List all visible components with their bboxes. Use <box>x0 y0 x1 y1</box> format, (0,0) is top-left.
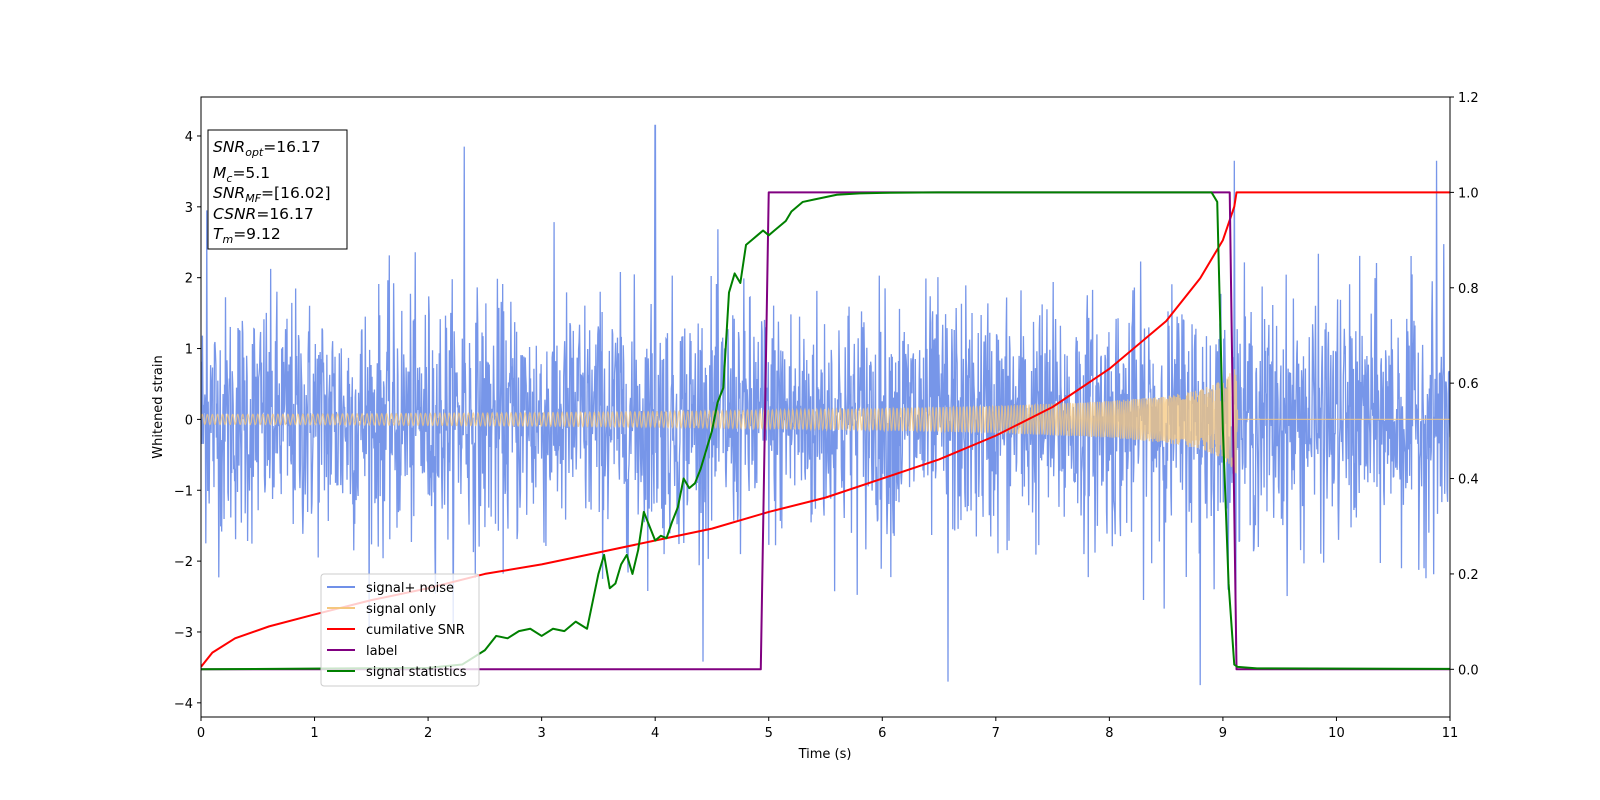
y-axis-left: 4 3 2 1 0 −1 −2 −3 −4 <box>174 130 201 712</box>
info-box: SNRopt=16.17 Mc=5.1 SNRMF=[16.02] CSNR=1… <box>207 129 348 250</box>
series-signal-statistics-line <box>201 191 1450 671</box>
x-tick-label: 2 <box>424 726 432 741</box>
y-right-tick-label: 0.6 <box>1458 377 1479 392</box>
x-tick-label: 6 <box>878 726 886 741</box>
x-tick-label: 1 <box>310 726 318 741</box>
series-signal-noise-line <box>201 124 1450 686</box>
info-tm: Tm=9.12 <box>213 225 281 246</box>
y-left-tick-label: −1 <box>174 484 193 499</box>
y-right-tick-label: 0.4 <box>1458 473 1479 488</box>
legend-label-signal-statistics: signal statistics <box>366 665 467 680</box>
series-layer <box>201 124 1450 686</box>
plot-frame <box>200 96 1451 718</box>
legend-entry-label: label <box>327 644 397 659</box>
y-axis-right: 1.2 1.0 0.8 0.6 0.4 0.2 0.0 <box>1450 91 1479 678</box>
y-left-tick-label: 0 <box>185 413 193 428</box>
legend-entry-cumulative-snr: cumilative SNR <box>327 623 465 638</box>
y-right-tick-label: 0.2 <box>1458 568 1479 583</box>
legend-entry-signal-noise: signal+ noise <box>327 581 454 596</box>
info-mc: Mc=5.1 <box>213 164 270 185</box>
legend-entry-signal-statistics: signal statistics <box>327 665 467 680</box>
legend-label-signal-only: signal only <box>366 602 436 617</box>
x-tick-label: 10 <box>1328 726 1345 741</box>
info-snr-opt: SNRopt=16.17 <box>213 138 321 159</box>
x-axis: 0 1 2 3 4 5 6 7 8 9 10 11 <box>197 717 1458 741</box>
legend-entry-signal-only: signal only <box>327 602 436 617</box>
y-right-tick-label: 0.0 <box>1458 663 1479 678</box>
legend-label-signal-noise: signal+ noise <box>366 581 454 596</box>
legend-label-label: label <box>366 644 397 659</box>
series-cumulative-snr-line <box>201 191 1450 668</box>
y-right-tick-label: 0.8 <box>1458 282 1479 297</box>
x-tick-label: 8 <box>1105 726 1113 741</box>
y-left-tick-label: 3 <box>185 201 193 216</box>
x-tick-label: 0 <box>197 726 205 741</box>
x-axis-label: Time (s) <box>798 747 852 762</box>
y-axis-label: Whitened strain <box>151 355 166 458</box>
y-left-tick-label: 1 <box>185 343 193 358</box>
y-left-tick-label: −2 <box>174 555 193 570</box>
y-left-tick-label: −4 <box>174 697 193 712</box>
x-tick-label: 3 <box>537 726 545 741</box>
legend: signal+ noise signal only cumilative SNR… <box>320 573 480 687</box>
legend-frame <box>320 573 480 687</box>
y-right-tick-label: 1.2 <box>1458 91 1479 106</box>
x-tick-label: 9 <box>1219 726 1227 741</box>
info-box-frame <box>207 129 348 250</box>
legend-label-cumulative-snr: cumilative SNR <box>366 623 465 638</box>
info-snr-mf: SNRMF=[16.02] <box>213 184 331 205</box>
y-left-tick-label: 2 <box>185 272 193 287</box>
y-left-tick-label: 4 <box>185 130 193 145</box>
x-tick-label: 11 <box>1442 726 1459 741</box>
x-tick-label: 4 <box>651 726 659 741</box>
y-left-tick-label: −3 <box>174 626 193 641</box>
y-right-tick-label: 1.0 <box>1458 186 1479 201</box>
series-signal-only-line <box>201 369 1450 474</box>
x-tick-label: 5 <box>765 726 773 741</box>
x-tick-label: 7 <box>992 726 1000 741</box>
info-csnr: CSNR=16.17 <box>213 205 314 223</box>
